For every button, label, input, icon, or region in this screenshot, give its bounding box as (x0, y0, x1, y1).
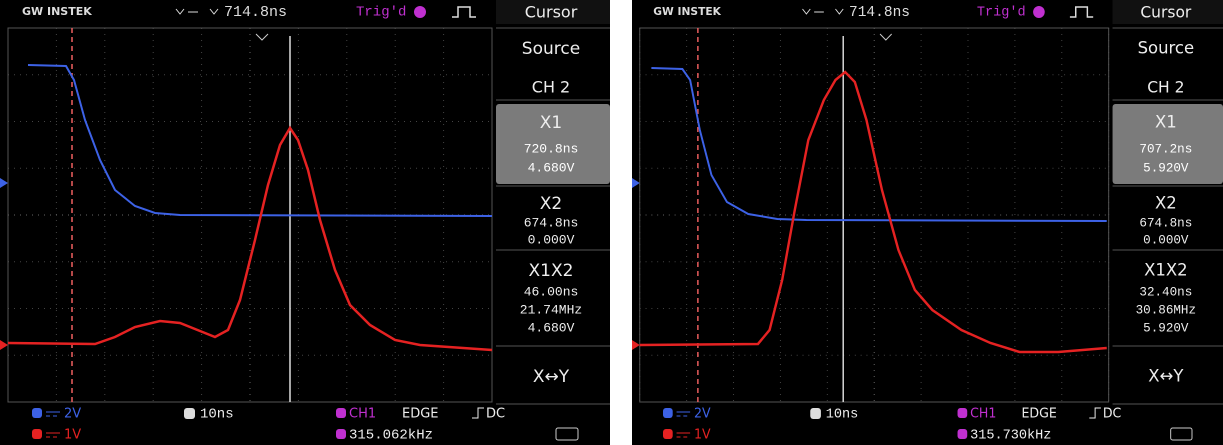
scope-screenshots: GW INSTEK 714.8ns Trig'd Cursor Source CH 2 X1… (0, 0, 1223, 445)
ch2-scale: 1V (64, 428, 81, 443)
ch1-badge (32, 408, 42, 418)
delta-time: 46.00ns (524, 284, 579, 299)
x2-label: X2 (540, 194, 562, 214)
trigger-source: CH1 (349, 407, 376, 422)
trigger-type: EDGE (402, 407, 439, 422)
brand: GW INSTEK (22, 5, 92, 18)
trigger-badge (336, 408, 346, 418)
ch2-badge (32, 429, 42, 439)
frequency-badge (336, 429, 346, 439)
x2-time: 674.8ns (1139, 215, 1192, 230)
swap-button: X↔Y (533, 367, 570, 387)
screen-background (632, 0, 1223, 445)
oscilloscope-screen: GW INSTEK 714.8ns Trig'd Cursor Source CH 2 X1… (632, 0, 1223, 445)
oscilloscope-screen: GW INSTEK 714.8ns Trig'd Cursor Source CH 2 X1… (0, 0, 610, 445)
timebase-position: 714.8ns (224, 4, 287, 21)
x2-label: X2 (1155, 192, 1177, 212)
timebase-position: 714.8ns (849, 5, 910, 21)
x2-voltage: 0.000V (528, 232, 575, 247)
delta-label: X1X2 (1144, 259, 1187, 279)
delta-time: 32.40ns (1139, 284, 1192, 299)
trigger-status: Trig'd (977, 5, 1026, 21)
frequency-badge (958, 429, 968, 439)
trigger-badge (958, 408, 968, 418)
brand: GW INSTEK (653, 5, 721, 18)
timebase: 10ns (200, 407, 234, 423)
timebase-badge (810, 408, 821, 419)
source-value: CH 2 (532, 78, 570, 97)
trigger-source: CH1 (970, 406, 996, 421)
delta-label: X1X2 (529, 261, 574, 281)
ch2-badge (663, 429, 673, 439)
x2-voltage: 0.000V (1143, 232, 1189, 247)
x1-time: 707.2ns (1139, 141, 1192, 156)
source-label: Source (522, 39, 580, 59)
x1-label: X1 (540, 113, 562, 133)
source-value: CH 2 (1147, 77, 1184, 96)
delta-frequency: 30.86MHz (1136, 302, 1196, 317)
menu-title: Cursor (1140, 2, 1191, 21)
ch1-badge (663, 408, 673, 418)
delta-voltage: 5.920V (1143, 320, 1189, 335)
coupling: DC (486, 407, 505, 422)
screen-background (0, 0, 610, 445)
timebase: 10ns (826, 408, 859, 423)
coupling: DC (1103, 406, 1122, 421)
delta-frequency: 21.74MHz (520, 302, 582, 317)
ch2-scale: 1V (694, 427, 711, 442)
ch1-scale: 2V (64, 407, 81, 422)
source-label: Source (1138, 37, 1195, 57)
swap-button: X↔Y (1148, 365, 1184, 385)
trigger-status: Trig'd (356, 5, 406, 21)
x1-time: 720.8ns (524, 141, 579, 156)
delta-voltage: 4.680V (528, 320, 575, 335)
ch1-scale: 2V (694, 406, 711, 421)
frequency: 315.062kHz (349, 428, 433, 444)
menu-title: Cursor (525, 3, 578, 22)
x1-voltage: 4.680V (528, 160, 575, 175)
trigger-type: EDGE (1021, 406, 1056, 421)
x2-time: 674.8ns (524, 215, 579, 230)
x1-voltage: 5.920V (1143, 160, 1189, 175)
trigger-indicator (414, 6, 426, 18)
timebase-badge (184, 408, 195, 419)
frequency: 315.730kHz (970, 428, 1051, 444)
x1-label: X1 (1155, 111, 1177, 131)
trigger-indicator (1033, 6, 1045, 18)
